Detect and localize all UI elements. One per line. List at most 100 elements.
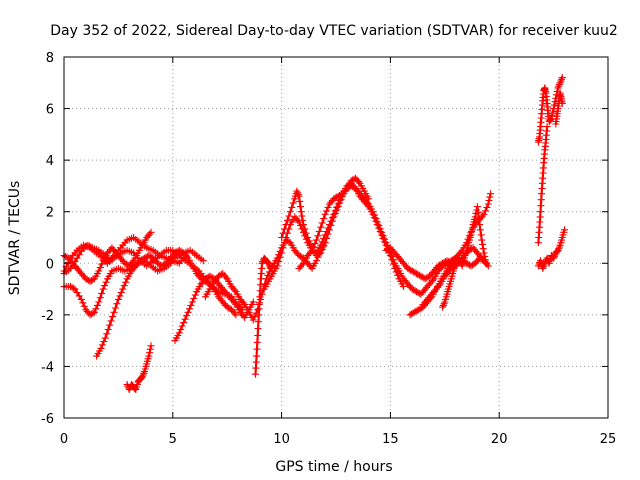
data-point <box>473 249 481 257</box>
data-point <box>324 203 332 211</box>
data-point <box>382 239 390 247</box>
data-point <box>187 301 195 309</box>
data-point <box>80 244 88 252</box>
data-point <box>543 123 551 131</box>
data-point <box>479 212 486 220</box>
data-point <box>558 74 566 82</box>
data-point <box>550 101 558 109</box>
data-point <box>113 300 121 308</box>
data-point <box>109 313 117 321</box>
data-point <box>410 308 418 316</box>
data-point <box>426 280 434 288</box>
data-point <box>414 271 422 278</box>
data-point <box>210 277 218 285</box>
y-tick-label: 8 <box>46 51 54 66</box>
series-track-18 <box>534 123 551 247</box>
data-point <box>439 301 447 309</box>
x-tick-label: 15 <box>382 432 399 447</box>
data-point <box>431 265 439 273</box>
data-point <box>239 312 247 320</box>
data-point <box>88 277 96 284</box>
data-point <box>95 298 103 306</box>
data-point <box>537 208 544 216</box>
data-point <box>299 221 307 229</box>
data-point <box>278 234 286 241</box>
data-point <box>420 287 428 295</box>
data-point <box>479 245 487 253</box>
data-point <box>165 256 173 264</box>
data-point <box>436 261 444 269</box>
data-point <box>421 285 429 293</box>
data-point <box>91 308 98 316</box>
data-point <box>119 285 127 293</box>
data-point <box>537 202 545 210</box>
data-point <box>310 243 317 251</box>
data-point <box>225 304 233 312</box>
data-point <box>558 99 566 107</box>
data-point <box>307 248 315 256</box>
data-point <box>239 299 247 307</box>
data-point <box>410 268 418 276</box>
data-point <box>99 285 107 293</box>
data-point <box>285 212 293 220</box>
data-point <box>143 234 151 241</box>
data-point <box>219 298 227 306</box>
data-point <box>401 261 409 269</box>
data-point <box>177 247 185 255</box>
data-point <box>477 231 485 239</box>
data-point <box>82 306 90 314</box>
data-point <box>317 223 325 231</box>
data-point <box>373 218 381 226</box>
data-point <box>412 307 420 315</box>
data-point <box>307 263 315 271</box>
data-point <box>415 306 423 314</box>
data-point <box>186 305 193 313</box>
data-point <box>480 249 488 257</box>
data-point <box>471 213 479 221</box>
data-point <box>120 282 128 290</box>
data-point <box>324 230 332 238</box>
data-point <box>139 371 147 379</box>
data-point <box>254 332 262 339</box>
data-point <box>106 321 114 329</box>
data-point <box>457 248 465 256</box>
data-point <box>359 193 367 201</box>
chart-title: Day 352 of 2022, Sidereal Day-to-day VTE… <box>50 23 618 39</box>
data-point <box>80 302 88 310</box>
data-point <box>439 303 447 311</box>
data-point <box>308 246 316 254</box>
data-point <box>334 203 342 211</box>
data-point <box>314 232 322 240</box>
data-point <box>249 298 257 306</box>
data-point <box>238 310 246 318</box>
data-point <box>472 247 480 255</box>
data-point <box>415 289 423 297</box>
data-point <box>88 310 96 318</box>
data-point <box>117 254 125 262</box>
data-point <box>215 293 222 301</box>
data-point <box>188 298 196 306</box>
data-point <box>115 252 123 260</box>
data-point <box>168 252 176 260</box>
data-point <box>256 299 263 307</box>
data-point <box>254 318 262 326</box>
data-point <box>407 310 415 318</box>
data-point <box>278 249 286 257</box>
data-point <box>108 244 116 252</box>
data-point <box>95 267 103 275</box>
data-point <box>258 259 266 267</box>
data-point <box>391 249 399 257</box>
data-point <box>415 271 423 279</box>
data-point <box>421 299 428 307</box>
data-point <box>305 250 313 258</box>
data-point <box>439 259 447 267</box>
data-point <box>223 303 231 311</box>
data-point <box>104 249 111 257</box>
data-point <box>480 210 488 218</box>
series-track-17 <box>534 74 566 146</box>
data-point <box>127 260 135 268</box>
data-point <box>292 248 300 256</box>
data-point <box>389 247 397 255</box>
data-point <box>404 280 412 288</box>
data-point <box>440 300 448 308</box>
